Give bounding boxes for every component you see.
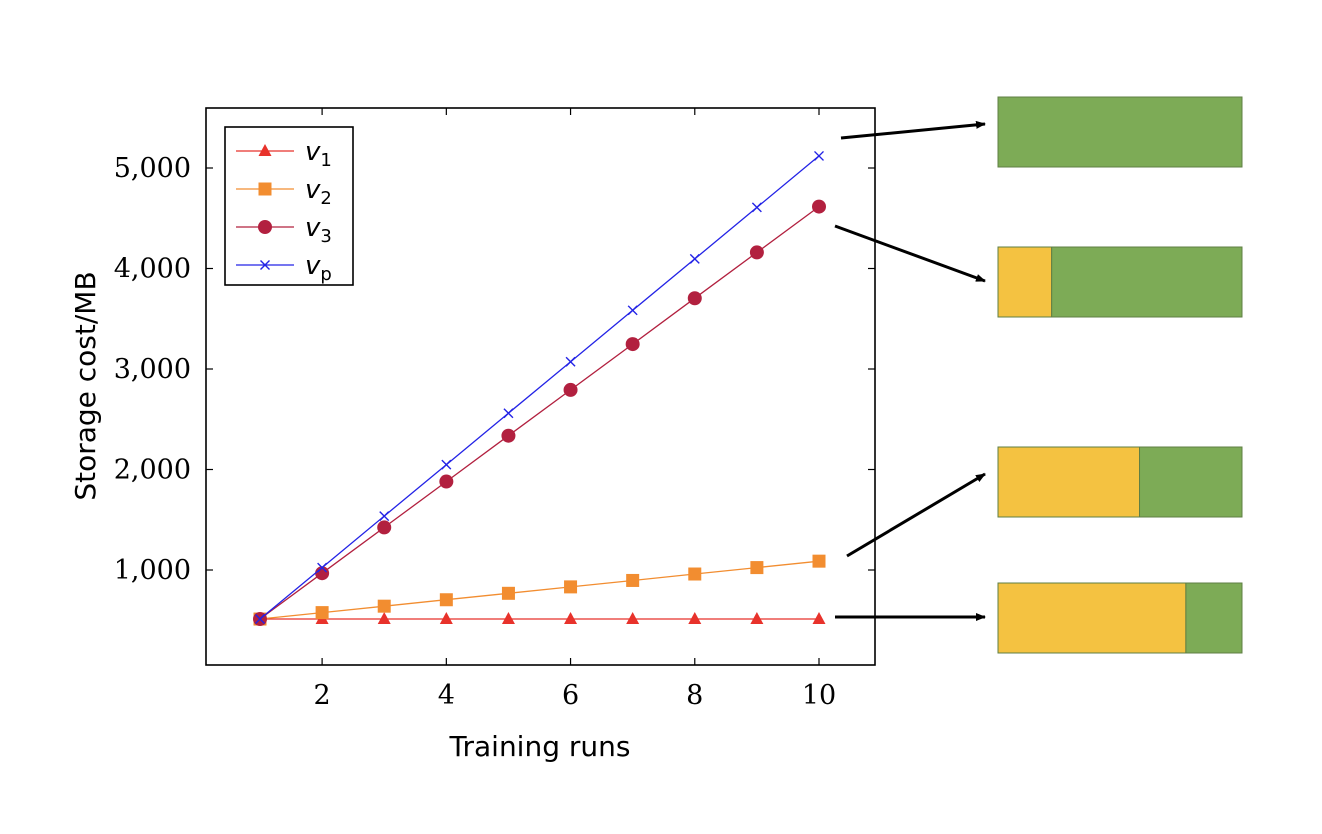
- bar-yellow-segment: [997, 246, 1053, 318]
- composition-bar-v1: [997, 582, 1243, 654]
- data-point-v3: [563, 382, 578, 397]
- legend-entry-v2: v2: [236, 175, 332, 209]
- series-layer: [253, 150, 826, 627]
- legend-box: [224, 126, 354, 286]
- legend-marker: [258, 144, 272, 156]
- legend-label: v1: [305, 137, 332, 171]
- data-point-v2: [812, 554, 826, 568]
- x-tick-label: 10: [802, 680, 836, 711]
- legend-label: v2: [305, 175, 332, 209]
- legend: v1 v2 v3 vp: [224, 126, 354, 286]
- data-point-v1: [750, 612, 764, 625]
- data-point-v3: [377, 520, 392, 535]
- bar-yellow-segment: [997, 582, 1187, 654]
- data-point-vp: [689, 253, 700, 264]
- composition-bars: [997, 96, 1243, 654]
- data-point-v3: [625, 337, 640, 352]
- legend-marker: [258, 182, 272, 196]
- series-v2: [253, 554, 826, 626]
- data-point-vp: [627, 305, 638, 316]
- legend-entry-v3: v3: [236, 213, 332, 247]
- x-tick-label: 8: [686, 680, 703, 711]
- legend-marker: [260, 260, 270, 270]
- data-point-vp: [317, 562, 328, 573]
- data-point-vp: [379, 511, 390, 522]
- y-tick-label: 3,000: [114, 354, 191, 385]
- legend-label: v3: [305, 213, 332, 247]
- data-point-v2: [688, 567, 702, 581]
- series-v1: [253, 612, 826, 625]
- x-tick-label: 4: [438, 680, 455, 711]
- x-tick-label: 2: [314, 680, 331, 711]
- arrows: [834, 120, 986, 621]
- data-point-v3: [749, 245, 764, 260]
- x-axis-title: Training runs: [449, 730, 631, 763]
- data-point-v2: [750, 561, 764, 575]
- data-point-vp: [814, 150, 824, 161]
- data-point-v2: [439, 593, 453, 607]
- series-line-v2: [259, 560, 820, 620]
- bar-green-segment: [1139, 446, 1243, 518]
- x-axis-ticks: 2 4 6 8 10: [314, 108, 836, 711]
- y-tick-label: 5,000: [114, 153, 191, 184]
- data-point-v1: [812, 612, 826, 625]
- bar-yellow-segment: [997, 446, 1141, 518]
- data-point-v2: [564, 580, 578, 594]
- series-line-vp: [259, 155, 820, 620]
- data-point-v2: [501, 586, 515, 600]
- data-point-v3: [501, 428, 516, 443]
- data-point-vp: [565, 356, 576, 367]
- series-vp: [255, 150, 824, 625]
- data-point-vp: [751, 202, 762, 213]
- legend-marker: [258, 220, 272, 234]
- data-point-v2: [315, 606, 329, 620]
- data-point-v3: [687, 291, 702, 306]
- arrow-vp: [840, 120, 986, 140]
- series-line-v3: [259, 206, 820, 620]
- bar-green-segment: [1185, 582, 1243, 654]
- legend-entry-v1: v1: [236, 137, 332, 171]
- legend-entry-vp: vp: [236, 251, 332, 285]
- bar-green-segment: [1051, 246, 1243, 318]
- plot-frame: [205, 107, 876, 666]
- y-tick-label: 4,000: [114, 254, 191, 285]
- data-point-vp: [503, 408, 514, 419]
- composition-bar-v2: [997, 446, 1243, 518]
- arrow-v2: [846, 472, 986, 558]
- data-point-vp: [255, 614, 265, 625]
- legend-label: vp: [305, 251, 332, 285]
- data-point-v3: [812, 199, 826, 214]
- composition-bar-vp: [997, 96, 1243, 168]
- data-point-vp: [441, 459, 452, 470]
- data-point-v1: [688, 612, 702, 625]
- data-point-v1: [626, 612, 640, 625]
- bar-green-segment: [997, 96, 1243, 168]
- y-axis-title: Storage cost/MB: [69, 271, 102, 500]
- data-point-v1: [377, 612, 391, 625]
- data-point-v2: [377, 599, 391, 613]
- data-point-v1: [564, 612, 578, 625]
- composition-bar-v3: [997, 246, 1243, 318]
- x-tick-label: 6: [562, 680, 579, 711]
- arrow-v3: [834, 224, 986, 283]
- y-tick-label: 1,000: [114, 555, 191, 586]
- data-point-v2: [626, 573, 640, 587]
- data-point-v1: [501, 612, 515, 625]
- y-tick-label: 2,000: [114, 455, 191, 486]
- y-axis-ticks: 1,000 2,000 3,000 4,000 5,000: [114, 153, 875, 586]
- data-point-v1: [439, 612, 453, 625]
- data-point-v3: [439, 474, 454, 489]
